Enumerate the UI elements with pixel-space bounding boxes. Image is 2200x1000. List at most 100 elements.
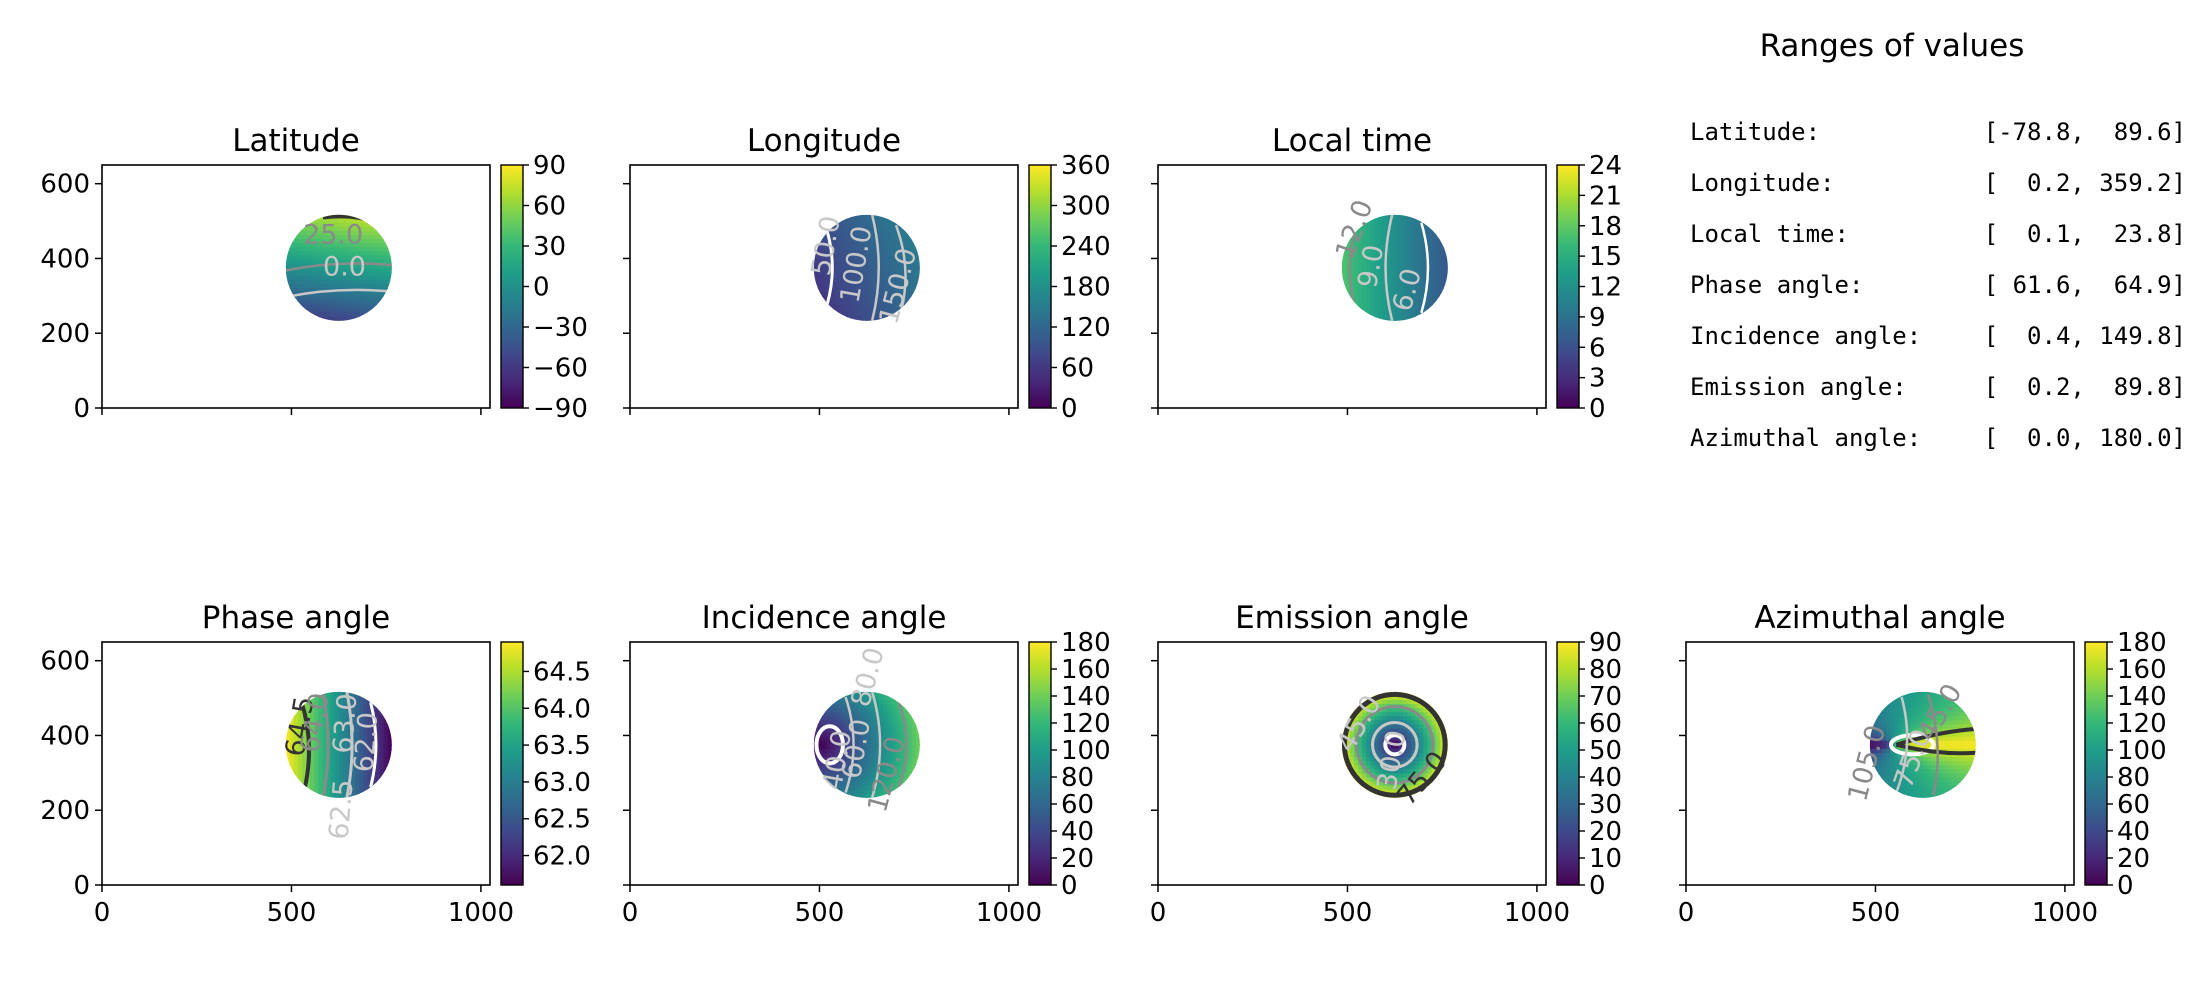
pixel-cell [302, 255, 307, 261]
pixel-cell [330, 218, 336, 224]
pixel-cell [318, 316, 324, 321]
pixel-cell [1914, 704, 1920, 709]
pixel-cell [870, 267, 876, 273]
pixel-cell [834, 752, 839, 758]
pixel-cell [322, 720, 328, 726]
pixel-cell [346, 736, 352, 742]
pixel-cell [367, 259, 373, 265]
pixel-cell [1358, 288, 1363, 293]
pixel-cell [870, 748, 876, 754]
pixel-cell [874, 704, 880, 709]
pixel-cell [1374, 748, 1380, 754]
pixel-cell [899, 781, 905, 787]
pixel-cell [1402, 773, 1408, 779]
pixel-cell [826, 251, 831, 257]
pixel-cell [1423, 732, 1429, 738]
pixel-cell [870, 263, 876, 269]
colorbar-tick-label: 9 [1589, 303, 1606, 333]
pixel-cell [846, 716, 852, 722]
pixel-cell [862, 275, 868, 281]
pixel-cell [1374, 781, 1380, 787]
pixel-cell [915, 744, 920, 750]
y-tick-label: 0 [73, 394, 90, 424]
pixel-cell [387, 765, 392, 770]
pixel-cell [359, 773, 364, 779]
pixel-cell [870, 708, 876, 713]
contours [299, 691, 378, 798]
pixel-cell [1967, 740, 1973, 746]
pixel-cell [903, 227, 909, 232]
pixel-cell [1873, 732, 1879, 738]
pixel-cell [891, 267, 897, 273]
pixel-cell [1419, 736, 1425, 742]
pixel-cell [821, 728, 827, 734]
pixel-cell [293, 716, 299, 722]
pixel-cell [298, 773, 303, 779]
pixel-cell [842, 255, 848, 261]
pixel-cell [1349, 732, 1355, 738]
pixel-cell [830, 716, 835, 722]
pixel-cell [1362, 773, 1367, 779]
pixel-cell [858, 712, 864, 717]
pixel-cell [879, 296, 884, 302]
pixel-cell [842, 259, 848, 265]
pixel-cell [318, 699, 324, 705]
pixel-cell [1394, 271, 1400, 277]
pixel-cell [1890, 773, 1895, 779]
pixel-cell [1906, 769, 1912, 775]
pixel-cell [314, 227, 320, 232]
pixel-cell [887, 251, 892, 257]
pixel-cell [1910, 765, 1916, 770]
pixel-cell [342, 732, 348, 738]
pixel-cell [342, 761, 348, 766]
pixel-cell [338, 757, 344, 762]
pixel-cell [1354, 259, 1359, 265]
pixel-cell [1967, 761, 1973, 766]
pixel-cell [866, 699, 872, 705]
pixel-cell [338, 308, 344, 314]
pixel-cell [346, 218, 352, 224]
pixel-cell [289, 732, 295, 738]
pixel-cell [1431, 263, 1437, 269]
pixel-cell [1415, 720, 1420, 726]
pixel-cell [1415, 235, 1420, 240]
pixel-cell [1411, 773, 1416, 779]
pixel-cell [1910, 691, 1916, 697]
pixel-cell [1411, 699, 1416, 705]
pixel-cell [854, 769, 860, 775]
pixel-cell [1390, 728, 1396, 734]
pixel-cell [1419, 781, 1425, 787]
pixel-cell [1890, 720, 1895, 726]
pixel-cell [1386, 769, 1392, 775]
pixel-cell [310, 296, 316, 302]
pixel-cell [318, 300, 324, 306]
pixel-cell [383, 267, 389, 273]
pixel-cell [1435, 284, 1441, 289]
pixel-cell [371, 275, 377, 281]
pixel-cell [862, 231, 868, 236]
pixel-cell [1939, 773, 1944, 779]
pixel-cell [834, 304, 839, 310]
pixel-cell [1419, 255, 1425, 261]
pixel-cell [858, 222, 864, 228]
pixel-cell [1362, 239, 1367, 245]
pixel-cell [1411, 227, 1416, 232]
contour-line [1888, 733, 1936, 757]
pixel-cell [322, 316, 328, 321]
pixel-cell [322, 748, 328, 754]
pixel-cell [1427, 304, 1433, 310]
pixel-cell [310, 243, 316, 249]
pixel-cell [850, 218, 856, 224]
pixel-cell [874, 736, 880, 742]
pixel-cell [1390, 214, 1396, 220]
pixel-cell [1930, 777, 1936, 783]
pixel-cell [387, 267, 392, 273]
pixel-cell [1354, 239, 1359, 245]
pixel-cell [342, 777, 348, 783]
pixel-cell [351, 231, 356, 236]
contour-line [1348, 230, 1357, 308]
pixel-cell [915, 259, 920, 265]
pixel-cell [1341, 251, 1347, 257]
pixel-cell [850, 222, 856, 228]
pixel-cell [355, 773, 360, 779]
